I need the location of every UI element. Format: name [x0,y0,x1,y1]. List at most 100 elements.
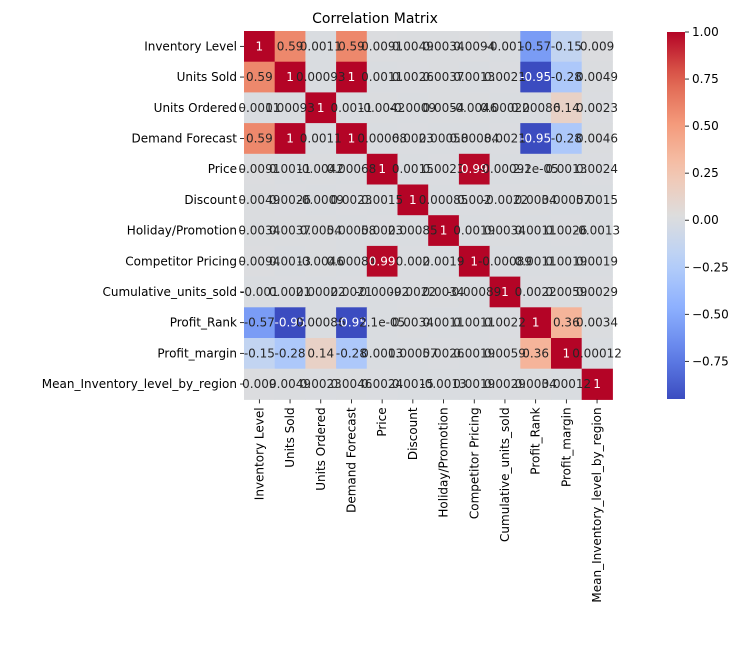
heatmap-cell [551,31,583,63]
heatmap-cell-label: -0.00089 [478,254,532,268]
y-tick-label: Inventory Level [144,39,237,53]
heatmap-cell [520,61,552,93]
heatmap-cell [305,307,337,339]
heatmap-cell-label: -0.95 [275,316,306,330]
heatmap-cell [244,338,276,370]
heatmap-cell-label: 0.59 [246,70,273,84]
heatmap-cell [397,123,429,155]
heatmap-cells [244,31,613,400]
heatmap-cell [397,92,429,124]
heatmap-cell-label: -0.57 [244,316,275,330]
heatmap-cell [458,338,491,370]
heatmap-cell-label: 0.36 [522,346,549,360]
heatmap-cell [458,184,491,216]
heatmap-cell-label: 0.0024 [576,162,618,176]
heatmap-cell [244,368,276,400]
heatmap-cell [581,153,613,185]
heatmap-cell [274,92,306,124]
heatmap-cell [336,307,368,339]
heatmap-cell-label: -0.95 [520,131,551,145]
heatmap-cell [366,61,398,93]
heatmap-cell [520,31,552,63]
heatmap-cell [458,153,491,185]
heatmap-cell-label: 0.009 [242,377,276,391]
heatmap-cell-label: -0.0046 [451,101,497,115]
heatmap-cell [336,215,368,247]
heatmap-cell [274,31,306,63]
heatmap-cell-label: 0.0034 [392,316,434,330]
heatmap-cell-label: 0.0013 [545,162,587,176]
heatmap-cell [397,307,429,339]
x-tick-label: Discount [406,407,420,460]
heatmap-cell-label: 0.0011 [300,39,342,53]
heatmap-cell [244,276,276,308]
heatmap-cell [366,338,398,370]
heatmap-cell-label: 0.00085 [388,224,438,238]
heatmap-cell-label: 0.0023 [300,377,342,391]
colorbar-tick-label: −0.75 [692,354,729,368]
heatmap-cell-label: 0.0011 [515,224,557,238]
heatmap-cell-label: 0.0024 [361,377,403,391]
heatmap-cell-label: 0.0034 [423,39,465,53]
heatmap-cell [581,31,613,63]
heatmap-cell [336,153,368,185]
heatmap-cell [458,368,491,400]
colorbar-gradient [667,32,685,399]
heatmap-cell-label: 0.0023 [576,101,618,115]
heatmap-cell [581,61,613,93]
heatmap-cell-label: 1 [440,224,448,238]
heatmap-cell-label: 0.99 [461,162,488,176]
heatmap-cell [458,92,491,124]
heatmap-cell [551,368,583,400]
colorbar-tick-label: 0.00 [692,213,719,227]
heatmap-cell [489,276,521,308]
heatmap-cell [274,215,306,247]
heatmap-cell [305,276,337,308]
heatmap-cell [581,307,613,339]
heatmap-cell-label: 0.0059 [545,285,587,299]
y-tick-label: Units Ordered [154,101,237,115]
heatmap-cell-label: 0.0026 [392,70,434,84]
heatmap-cell-label: 0.0011 [453,316,495,330]
heatmap-cell-label: 1 [470,254,478,268]
heatmap-cell-label: 0.00085 [419,193,469,207]
heatmap-cell-label: 0.0013 [453,70,495,84]
x-tick-label: Mean_Inventory_level_by_region [590,407,604,602]
heatmap-cell [305,338,337,370]
x-tick-label: Holiday/Promotion [437,407,451,517]
y-tick-label: Holiday/Promotion [127,224,237,238]
heatmap-cell-label: -0.0009 [298,193,344,207]
colorbar-tick-label: 0.50 [692,119,719,133]
y-tick-label: Mean_Inventory_level_by_region [42,377,237,391]
heatmap-cell [274,307,306,339]
heatmap-cell [305,215,337,247]
heatmap-cell-label: 0.0023 [423,162,465,176]
heatmap-cell-label: 0.0011 [300,131,342,145]
x-tick-label: Inventory Level [252,407,266,500]
heatmap-cell-label: 0.0049 [392,39,434,53]
y-tick-label: Profit_margin [157,346,237,360]
heatmap-cell [520,276,552,308]
heatmap-cell [397,245,429,278]
x-tick-label: Demand Forecast [344,407,358,513]
heatmap-cell [244,245,276,278]
y-tick-label: Competitor Pricing [125,254,237,268]
heatmap-cell-label: 0.0021 [484,70,526,84]
y-axis-ticks: Inventory Level Units Sold Units Ordered De… [42,39,244,391]
heatmap-cell-label: -0.001 [486,39,525,53]
heatmap-cell [274,153,306,185]
heatmap-cell [366,245,398,278]
heatmap-cell [489,215,521,247]
y-tick-label: Cumulative_units_sold [102,285,237,299]
colorbar-tick-label: −0.50 [692,307,729,321]
heatmap-cell-label: 0.0021 [330,285,372,299]
heatmap-cell-label: -0.0042 [359,101,405,115]
heatmap-cell-label: 0.99 [369,254,396,268]
heatmap-cell [305,92,337,124]
heatmap-cell [551,123,583,155]
heatmap-cell [366,307,398,339]
heatmap-cell [397,61,429,93]
heatmap-cell-label: 0.0019 [576,254,618,268]
heatmap-cell [305,184,337,216]
